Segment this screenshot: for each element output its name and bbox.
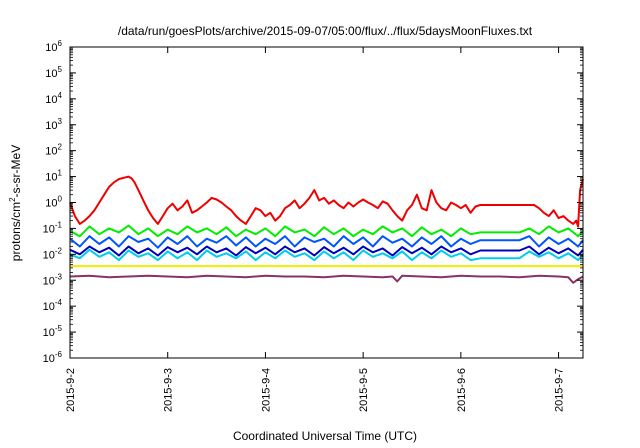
y-axis-label-rest: -s-sr-MeV [9, 145, 23, 198]
y-tick-label: 101 [45, 169, 62, 184]
y-tick-exponent: -6 [55, 350, 63, 359]
series-line-2 [69, 248, 584, 262]
y-tick-exponent: 0 [58, 195, 63, 204]
x-tick-label: 2015-9-4 [260, 368, 272, 412]
x-tick-label: 2015-9-6 [456, 368, 468, 412]
y-tick-exponent: 2 [58, 143, 63, 152]
y-tick-exponent: -5 [55, 324, 63, 333]
y-tick-exponent: 1 [58, 169, 63, 178]
series-line-0 [69, 175, 584, 228]
y-axis-label-main: protons/cm [9, 202, 23, 261]
y-tick-base: 10 [45, 68, 57, 80]
y-tick-label: 106 [45, 39, 62, 54]
y-tick-base: 10 [43, 275, 55, 287]
y-tick-exponent: 6 [58, 39, 63, 48]
series-line-6 [69, 274, 584, 284]
y-tick-label: 10-2 [43, 246, 63, 261]
y-tick-exponent: -1 [55, 220, 63, 229]
y-tick-label: 100 [45, 195, 62, 210]
y-tick-base: 10 [45, 42, 57, 54]
y-tick-base: 10 [45, 146, 57, 158]
plot-frame [69, 46, 584, 359]
y-tick-base: 10 [43, 249, 55, 261]
y-tick-label: 10-1 [43, 220, 63, 235]
y-tick-label: 10-6 [43, 350, 63, 365]
x-tick-label: 2015-9-3 [163, 368, 175, 412]
chart-title: /data/run/goesPlots/archive/2015-09-07/0… [118, 24, 533, 38]
y-tick-base: 10 [45, 198, 57, 210]
y-tick-exponent: 4 [58, 91, 63, 100]
y-tick-base: 10 [45, 120, 57, 132]
y-tick-label: 103 [45, 117, 62, 132]
y-tick-base: 10 [45, 94, 57, 106]
x-tick-label: 2015-9-7 [554, 368, 566, 412]
series-line-3 [69, 235, 584, 249]
series-layer [69, 175, 584, 284]
series-line-1 [69, 224, 584, 238]
x-axis: 2015-9-2 2015-9-3 2015-9-4 2015-9-5 2015-9-6… [65, 47, 566, 412]
y-tick-base: 10 [43, 327, 55, 339]
y-tick-base: 10 [43, 353, 55, 365]
y-tick-label: 10-3 [43, 272, 63, 287]
y-tick-label: 10-5 [43, 324, 63, 339]
y-tick-label: 104 [45, 91, 62, 106]
y-tick-label: 10-4 [43, 298, 63, 313]
y-tick-exponent: 3 [58, 117, 63, 126]
x-tick-label: 2015-9-5 [358, 368, 370, 412]
y-tick-base: 10 [43, 301, 55, 313]
y-tick-exponent: -4 [55, 298, 63, 307]
y-tick-exponent: -2 [55, 246, 63, 255]
y-tick-label: 105 [45, 65, 62, 80]
y-tick-base: 10 [45, 172, 57, 184]
y-tick-exponent: -3 [55, 272, 63, 281]
y-tick-label: 102 [45, 143, 62, 158]
series-line-4 [69, 245, 584, 257]
y-tick-base: 10 [43, 223, 55, 235]
y-axis-label: protons/cm2-s-sr-MeV [8, 145, 23, 261]
y-axis-label-sup: 2 [8, 197, 17, 202]
x-tick-label: 2015-9-2 [65, 368, 77, 412]
x-axis-label: Coordinated Universal Time (UTC) [233, 429, 417, 443]
y-axis: 10610510410310210110010-110-210-310-410-… [43, 39, 583, 365]
y-tick-exponent: 5 [58, 65, 63, 74]
